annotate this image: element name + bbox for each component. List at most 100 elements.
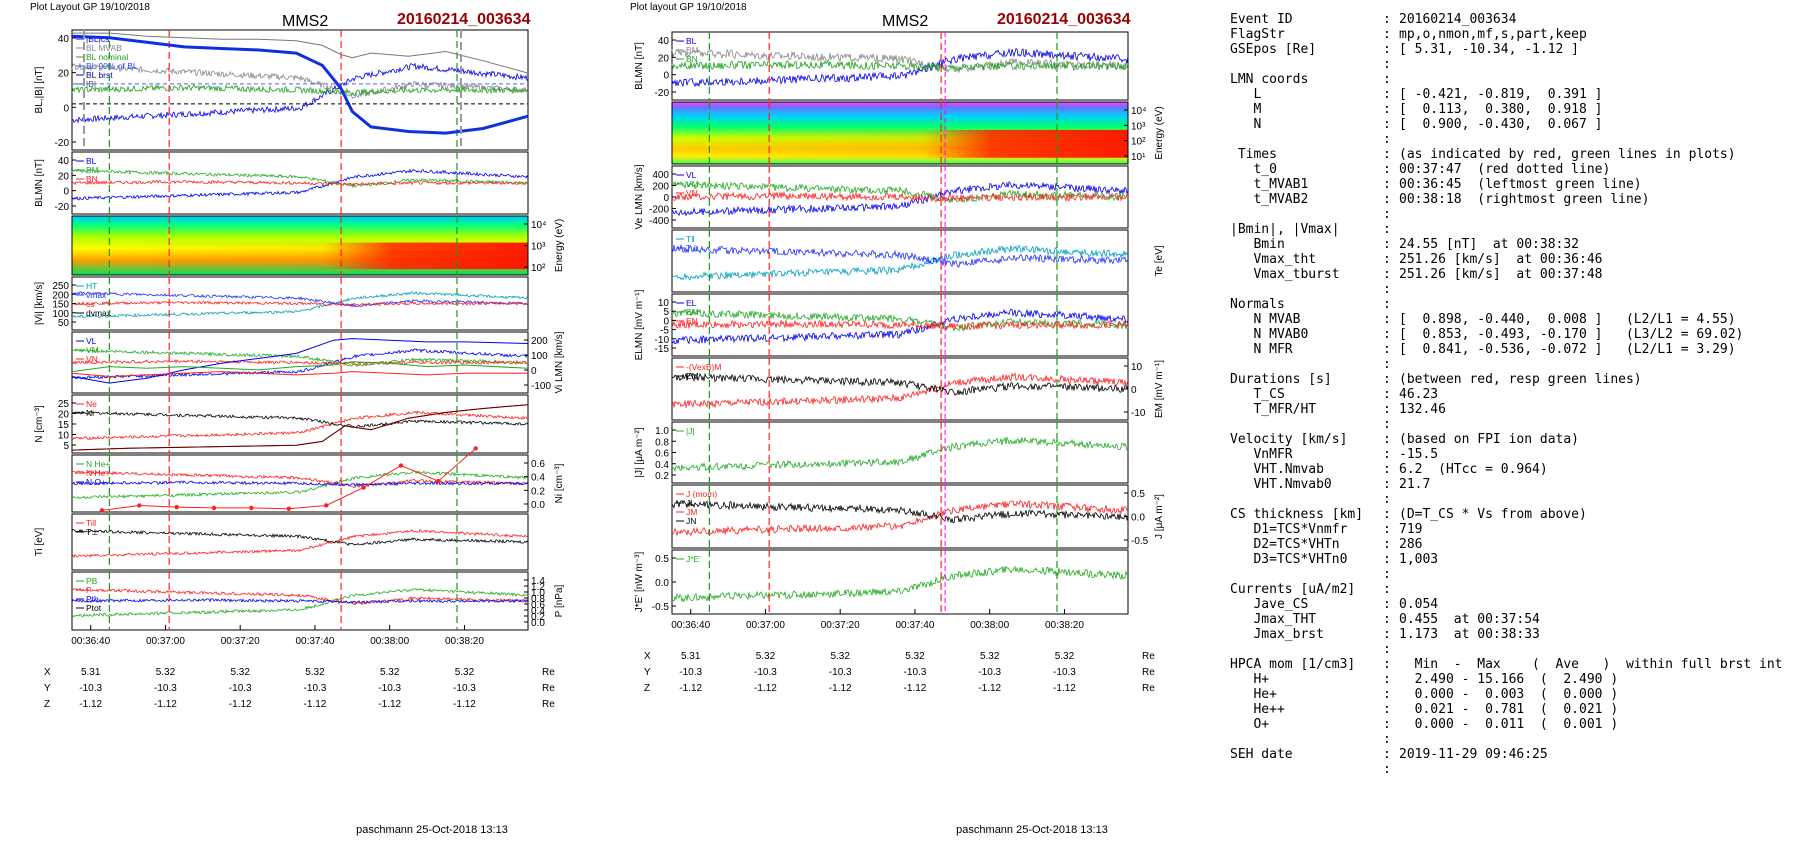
middle-panel-8-tick-label: -0.5	[1131, 536, 1149, 547]
middle-panel-9-tick-label: 0.0	[655, 578, 669, 589]
left-position-value: 5.31	[81, 667, 101, 678]
middle-panel-3-tick-label: -200	[649, 205, 669, 216]
middle-position-value: 5.32	[830, 651, 850, 662]
middle-panel-9-tick-label: 0.5	[655, 554, 669, 565]
left-panel-9-tick-label: 0.2	[531, 612, 545, 623]
left-position-value: -1.12	[229, 699, 252, 710]
info-value: 1.173 at 00:38:33	[1399, 627, 1540, 642]
info-row: Times: (as indicated by red, green lines …	[1230, 147, 1800, 162]
left-panel-5-series-1	[71, 338, 529, 384]
info-separator: :	[1383, 117, 1391, 132]
info-value: 286	[1399, 537, 1423, 552]
middle-panel-8-legend-entry: JM	[686, 507, 697, 517]
info-key: t_MVAB1	[1230, 177, 1309, 192]
info-separator: :	[1383, 297, 1391, 312]
info-value: (based on FPI ion data)	[1399, 432, 1580, 447]
middle-panel-7: |J| 1.00.80.60.40.2 |J| [μA m⁻²]	[634, 421, 1129, 484]
info-row: Vmax_tburst:251.26 [km/s] at 00:37:48	[1230, 267, 1800, 282]
left-panel-4-legend-entry: dvmax	[86, 308, 112, 318]
info-row: :	[1230, 417, 1800, 432]
middle-panel-6-tick-label: 0	[1131, 385, 1137, 396]
left-panel-1-legend-entry: |BL|cs	[86, 34, 109, 44]
info-separator: :	[1383, 672, 1391, 687]
left-position-value: -10.3	[79, 683, 102, 694]
left-panel-5-series-2	[71, 361, 529, 373]
info-value: mp,o,nmon,mf,s,part,keep	[1399, 27, 1587, 42]
info-value: 00:36:45 (leftmost green line)	[1399, 177, 1642, 192]
middle-panel-2: 10⁴ 10³ 10² 10¹ Energy (eV)	[671, 101, 1165, 165]
middle-panel-8-legend-entry: JN	[686, 516, 696, 526]
info-separator: :	[1383, 747, 1391, 762]
middle-panel-6-tick-label: -10	[1131, 408, 1146, 419]
middle-event-title: 20160214_003634	[997, 11, 1131, 28]
middle-panel-4-right-label: Te [eV]	[1154, 245, 1165, 276]
info-value: 00:37:47 (red dotted line)	[1399, 162, 1611, 177]
middle-position-value: -10.3	[904, 667, 927, 678]
info-value: [ 0.853, -0.493, -0.170 ] (L3/L2 = 69.02…	[1399, 327, 1744, 342]
info-key: Vmax_tburst	[1230, 267, 1340, 282]
info-separator: :	[1383, 522, 1391, 537]
info-value: (as indicated by red, green lines in plo…	[1399, 147, 1736, 162]
info-separator: :	[1383, 327, 1391, 342]
left-panel-9-right-label: P [nPa]	[554, 584, 565, 617]
middle-footer: paschmann 25-Oct-2018 13:13	[956, 824, 1108, 836]
info-separator: :	[1383, 237, 1391, 252]
info-separator: :	[1383, 102, 1391, 117]
info-row: FlagStr: mp,o,nmon,mf,s,part,keep	[1230, 27, 1800, 42]
middle-panel-3-legend-entry: VN	[686, 188, 698, 198]
left-position-unit: Re	[542, 667, 555, 678]
info-separator: :	[1383, 657, 1391, 672]
middle-panel-7-tick-label: 0.6	[655, 449, 669, 460]
left-panel-5-tick-label: -100	[531, 381, 551, 392]
middle-panel-1-legend-entry: BL	[686, 36, 697, 46]
middle-panel-5-frame	[671, 293, 1129, 357]
middle-panel-5-tick-label: -5	[660, 326, 669, 337]
middle-position-unit: Re	[1142, 683, 1155, 694]
info-separator: :	[1383, 402, 1391, 417]
info-separator: :	[1383, 597, 1391, 612]
info-row: N: [ 0.900, -0.430, 0.067 ]	[1230, 117, 1800, 132]
middle-panel-4-trace-2	[671, 243, 1129, 268]
left-panel-7-point	[473, 446, 478, 451]
middle-time-tick-label: 00:37:20	[821, 620, 860, 631]
middle-position-value: -10.3	[754, 667, 777, 678]
middle-panel-5-tick-label: 0	[663, 316, 669, 327]
info-row: :	[1230, 282, 1800, 297]
info-row: Jmax_THT:0.455 at 00:37:54	[1230, 612, 1800, 627]
info-separator: :	[1383, 582, 1391, 597]
left-panel-7-point	[99, 508, 105, 513]
info-separator: :	[1383, 417, 1391, 432]
middle-panel-1-tick-label: -20	[655, 88, 670, 99]
info-separator: :	[1383, 702, 1391, 717]
info-separator: :	[1383, 87, 1391, 102]
left-panel-1-series-2	[72, 32, 529, 74]
middle-time-tick-label: 00:36:40	[671, 620, 710, 631]
info-separator: :	[1383, 642, 1391, 657]
left-position-value: 5.32	[156, 667, 176, 678]
middle-panel-7-tick-label: 0.4	[655, 460, 669, 471]
left-panel-8: Ti‖T⊥ Ti [eV]	[34, 513, 529, 571]
info-value: (D=T_CS * Vs from above)	[1399, 507, 1587, 522]
left-panel-3-tick-label: 10²	[531, 263, 546, 274]
info-separator: :	[1383, 252, 1391, 267]
left-position-value: -10.3	[229, 683, 252, 694]
left-position-value: -1.12	[304, 699, 327, 710]
middle-panel-5-ylabel: ELMN [mV m⁻¹]	[634, 289, 645, 360]
left-panel-5-legend-entry: VL	[86, 336, 97, 346]
info-row: He++: 0.021 - 0.781 ( 0.021 )	[1230, 702, 1800, 717]
left-panel-2-legend-entry: BN	[86, 174, 98, 184]
info-key	[1230, 492, 1383, 507]
left-event-title: 20160214_003634	[397, 11, 531, 28]
middle-position-value: -1.12	[978, 683, 1001, 694]
info-key: Vmax_tht	[1230, 252, 1317, 267]
left-panel-6-tick-label: 5	[63, 441, 69, 452]
info-row: :	[1230, 357, 1800, 372]
left-panel-1-frame	[71, 29, 529, 151]
left-position-value: -10.3	[304, 683, 327, 694]
info-row: VHT.Nmvab:6.2 (HTcc = 0.964)	[1230, 462, 1800, 477]
info-key: T_CS	[1230, 387, 1285, 402]
left-panel-8-frame	[71, 513, 529, 571]
info-value: [ 0.841, -0.536, -0.072 ] (L2/L1 = 3.29)	[1399, 342, 1736, 357]
left-panel-1-tick-label: 0	[63, 103, 69, 114]
